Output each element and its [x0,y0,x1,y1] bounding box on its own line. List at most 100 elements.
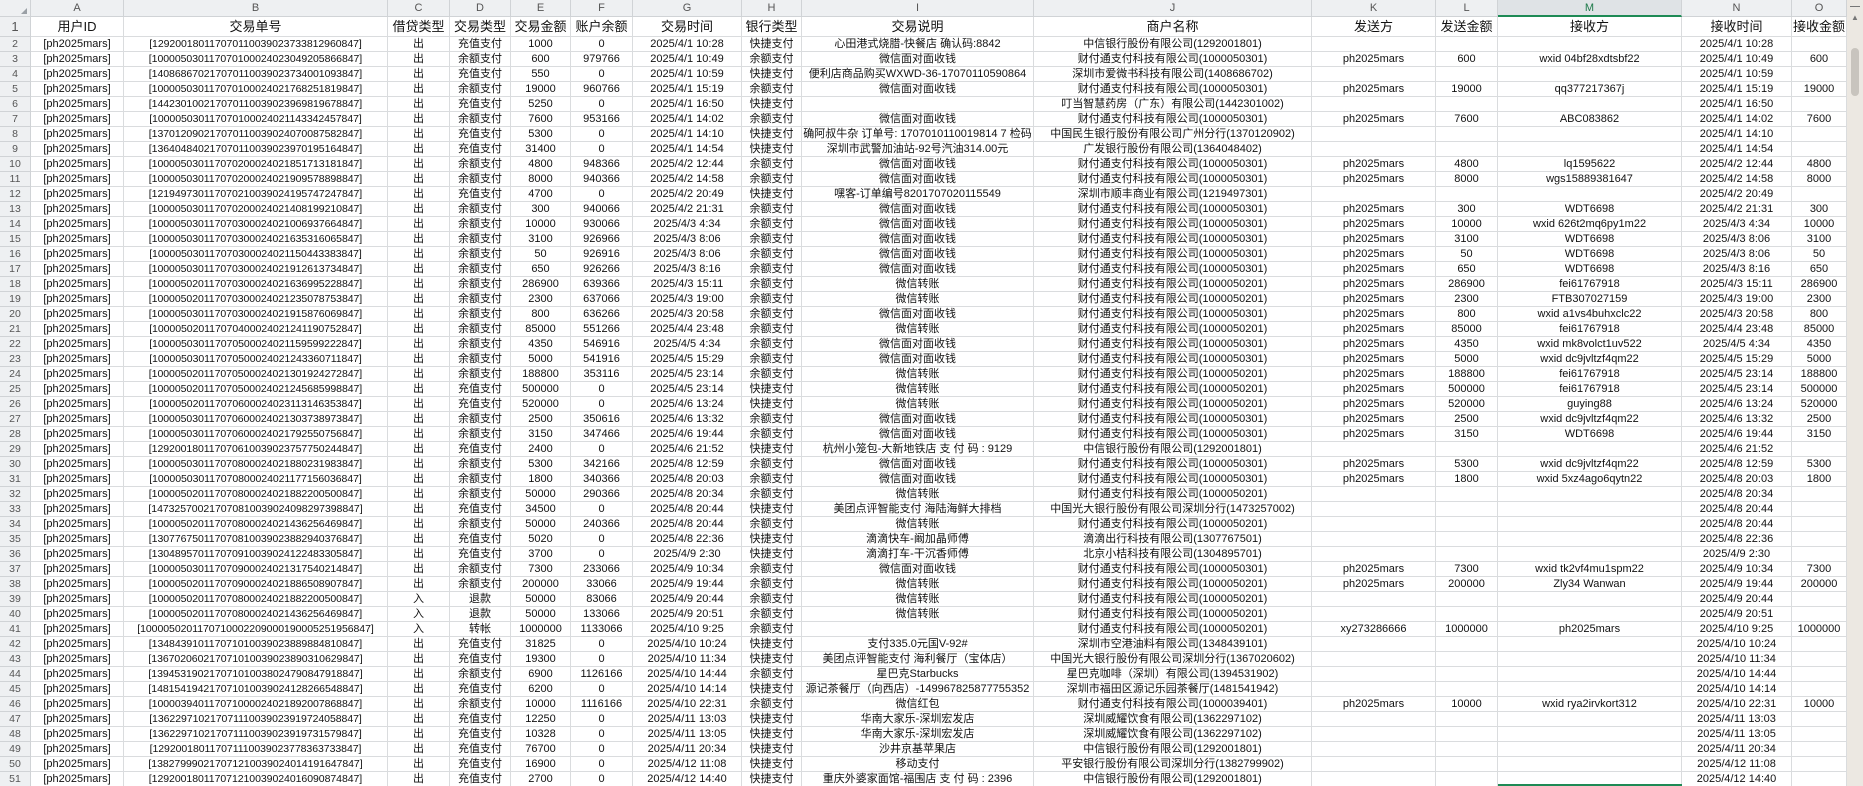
cell-C[interactable]: 出 [388,412,450,427]
cell-D[interactable]: 余额支付 [450,217,511,232]
cell-F[interactable]: 340366 [571,472,633,487]
cell-I[interactable] [802,97,1034,112]
cell-H[interactable]: 快捷支付 [742,67,802,82]
cell-A[interactable]: [ph2025mars] [31,772,124,786]
cell-C[interactable]: 出 [388,52,450,67]
cell-N[interactable]: 2025/4/10 22:31 [1682,697,1792,712]
cell-J[interactable]: 中信银行股份有限公司(1292001801) [1034,442,1312,457]
cell-I[interactable]: 心田港式烧腊-快餐店 确认码:8842 [802,37,1034,52]
cell-M[interactable]: qq377217367j [1498,82,1682,97]
cell-N[interactable]: 2025/4/2 14:58 [1682,172,1792,187]
cell-L[interactable] [1436,442,1498,457]
cell-N[interactable]: 2025/4/1 16:50 [1682,97,1792,112]
cell-H[interactable]: 余额支付 [742,352,802,367]
cell-H[interactable]: 余额支付 [742,277,802,292]
cell-O[interactable]: 5000 [1792,352,1847,367]
cell-G[interactable]: 2025/4/6 13:24 [633,397,742,412]
cell-F[interactable]: 0 [571,727,633,742]
cell-J[interactable]: 星巴克咖啡（深圳）有限公司(1394531902) [1034,667,1312,682]
cell-A[interactable]: [ph2025mars] [31,682,124,697]
cell-H[interactable]: 余额支付 [742,607,802,622]
cell-M[interactable] [1498,517,1682,532]
cell-E[interactable]: 800 [511,307,571,322]
cell-D[interactable]: 充值支付 [450,652,511,667]
cell-M[interactable] [1498,547,1682,562]
cell-M[interactable]: wxid 626t2mq6py1m22 [1498,217,1682,232]
cell-B[interactable]: [136229710217071110039023919724058847] [124,712,388,727]
cell-J[interactable]: 财付通支付科技有限公司(1000050201) [1034,397,1312,412]
cell-N[interactable]: 2025/4/5 4:34 [1682,337,1792,352]
cell-H[interactable]: 快捷支付 [742,637,802,652]
select-all-corner[interactable] [0,0,31,17]
cell-O[interactable]: 19000 [1792,82,1847,97]
cell-O[interactable] [1792,532,1847,547]
cell-O[interactable] [1792,742,1847,757]
cell-B[interactable]: [100005020117070800024021882200500847] [124,592,388,607]
cell-B[interactable]: [137012090217070110039024070087582847] [124,127,388,142]
cell-J[interactable]: 财付通支付科技有限公司(1000050301) [1034,232,1312,247]
cell-I[interactable]: 微信面对面收钱 [802,307,1034,322]
cell-M[interactable]: FTB307027159 [1498,292,1682,307]
cell-H[interactable]: 余额支付 [742,457,802,472]
column-title[interactable]: 交易金额 [511,17,571,37]
cell-D[interactable]: 余额支付 [450,412,511,427]
cell-L[interactable]: 5300 [1436,457,1498,472]
cell-A[interactable]: [ph2025mars] [31,472,124,487]
cell-J[interactable]: 财付通支付科技有限公司(1000050301) [1034,172,1312,187]
cell-E[interactable]: 31825 [511,637,571,652]
cell-G[interactable]: 2025/4/1 14:10 [633,127,742,142]
cell-G[interactable]: 2025/4/10 14:44 [633,667,742,682]
cell-G[interactable]: 2025/4/9 2:30 [633,547,742,562]
cell-E[interactable]: 5250 [511,97,571,112]
cell-B[interactable]: [100005030117070800024021177156036847] [124,472,388,487]
cell-D[interactable]: 余额支付 [450,472,511,487]
cell-H[interactable]: 余额支付 [742,247,802,262]
cell-F[interactable]: 551266 [571,322,633,337]
cell-G[interactable]: 2025/4/5 23:14 [633,367,742,382]
cell-J[interactable]: 财付通支付科技有限公司(1000050201) [1034,322,1312,337]
cell-N[interactable]: 2025/4/11 13:05 [1682,727,1792,742]
cell-L[interactable]: 1000000 [1436,622,1498,637]
cell-G[interactable]: 2025/4/9 20:51 [633,607,742,622]
cell-D[interactable]: 余额支付 [450,457,511,472]
cell-D[interactable]: 余额支付 [450,517,511,532]
cell-G[interactable]: 2025/4/2 14:58 [633,172,742,187]
cell-L[interactable]: 650 [1436,262,1498,277]
cell-J[interactable]: 财付通支付科技有限公司(1000050201) [1034,592,1312,607]
row-number[interactable]: 19 [0,292,31,307]
cell-L[interactable]: 4800 [1436,157,1498,172]
cell-O[interactable] [1792,727,1847,742]
cell-J[interactable]: 深圳威耀饮食有限公司(1362297102) [1034,712,1312,727]
row-number[interactable]: 3 [0,52,31,67]
row-number[interactable]: 17 [0,262,31,277]
cell-F[interactable]: 0 [571,442,633,457]
cell-O[interactable]: 2300 [1792,292,1847,307]
row-number[interactable]: 13 [0,202,31,217]
row-number[interactable]: 37 [0,562,31,577]
cell-M[interactable]: wxid dc9jvltzf4qm22 [1498,457,1682,472]
cell-F[interactable]: 0 [571,142,633,157]
cell-F[interactable]: 0 [571,187,633,202]
cell-I[interactable]: 微信转账 [802,592,1034,607]
cell-J[interactable]: 中国民生银行股份有限公司广州分行(1370120902) [1034,127,1312,142]
cell-F[interactable]: 960766 [571,82,633,97]
cell-I[interactable]: 微信转账 [802,382,1034,397]
cell-A[interactable]: [ph2025mars] [31,67,124,82]
cell-O[interactable] [1792,592,1847,607]
cell-N[interactable]: 2025/4/9 19:44 [1682,577,1792,592]
cell-E[interactable]: 5000 [511,352,571,367]
cell-J[interactable]: 财付通支付科技有限公司(1000050301) [1034,337,1312,352]
cell-D[interactable]: 充值支付 [450,127,511,142]
cell-B[interactable]: [100005020117070300024021636995228847] [124,277,388,292]
cell-C[interactable]: 出 [388,172,450,187]
cell-G[interactable]: 2025/4/5 15:29 [633,352,742,367]
cell-B[interactable]: [100005030117070600024021303738973847] [124,412,388,427]
cell-A[interactable]: [ph2025mars] [31,172,124,187]
cell-B[interactable]: [100005030117070200024021851713181847] [124,157,388,172]
cell-I[interactable]: 微信面对面收钱 [802,82,1034,97]
cell-L[interactable] [1436,547,1498,562]
column-header-N[interactable]: N [1682,0,1792,17]
cell-N[interactable]: 2025/4/1 10:28 [1682,37,1792,52]
cell-O[interactable]: 10000 [1792,697,1847,712]
cell-D[interactable]: 充值支付 [450,442,511,457]
